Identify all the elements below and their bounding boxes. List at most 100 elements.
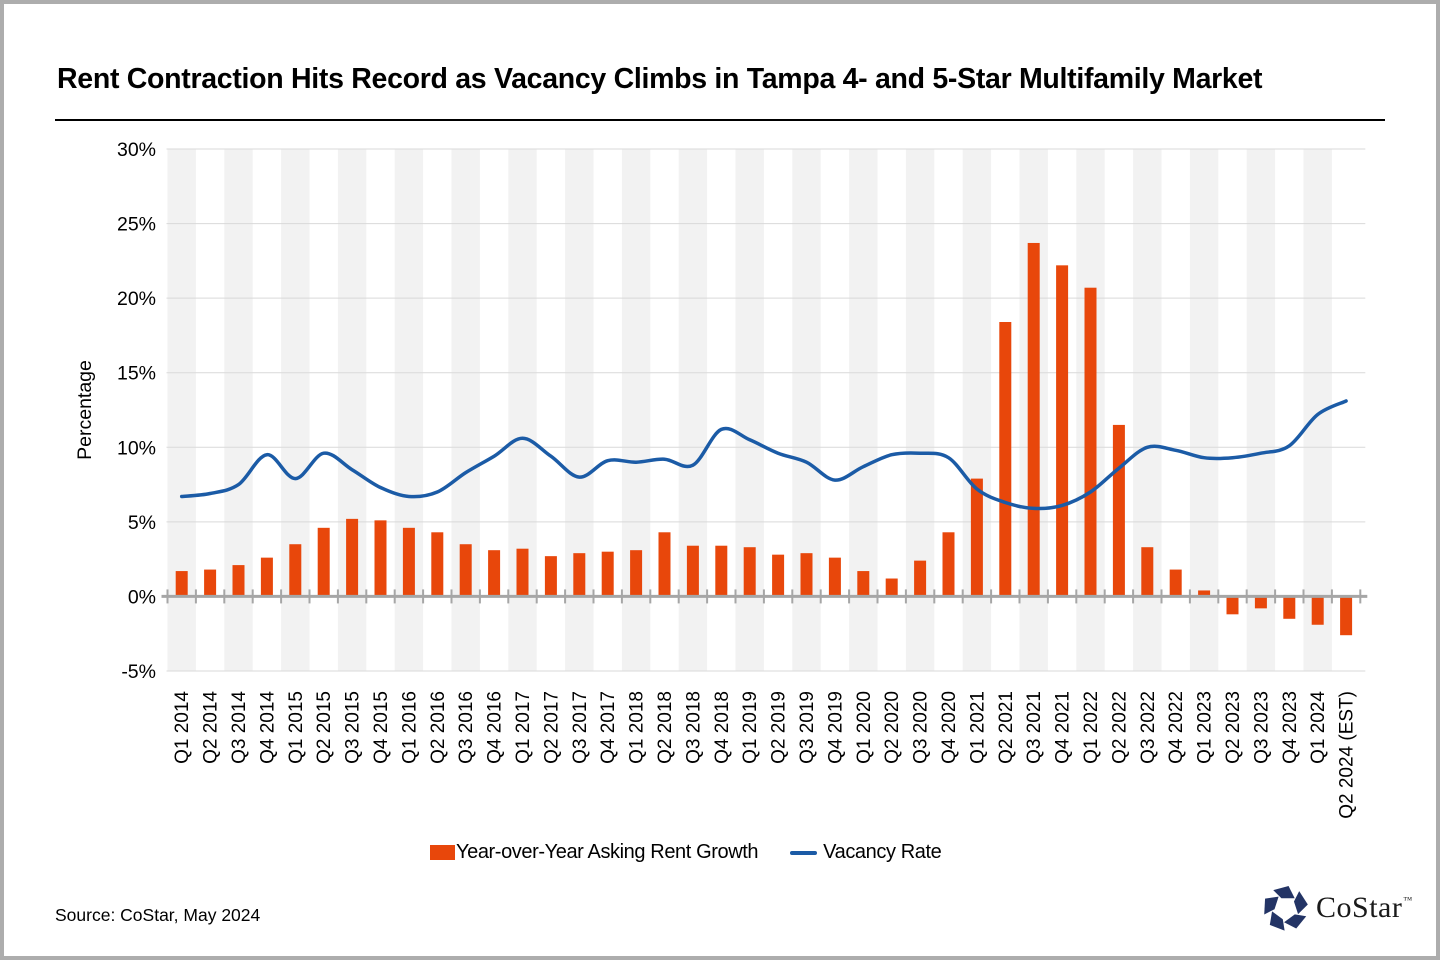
x-tick-label: Q4 2018 bbox=[712, 691, 733, 764]
legend-bar-swatch bbox=[430, 845, 455, 860]
bar-Q2 2015 bbox=[317, 527, 330, 597]
bar-Q1 2016 bbox=[402, 527, 415, 597]
x-tick-label: Q1 2017 bbox=[513, 691, 534, 764]
bar-Q1 2017 bbox=[516, 548, 529, 597]
x-tick-label: Q3 2016 bbox=[456, 691, 477, 764]
x-tick-label: Q3 2014 bbox=[229, 691, 250, 764]
source-note: Source: CoStar, May 2024 bbox=[55, 905, 261, 925]
x-tick-label: Q1 2021 bbox=[967, 691, 988, 764]
bar-Q4 2018 bbox=[715, 545, 728, 597]
costar-logo-text: CoStar™ bbox=[1316, 890, 1413, 924]
bar-Q3 2021 bbox=[1027, 242, 1040, 597]
bar-Q4 2019 bbox=[828, 557, 841, 597]
bar-Q1 2024 bbox=[1311, 596, 1324, 625]
x-tick-label: Q1 2023 bbox=[1195, 691, 1216, 764]
bar-Q4 2022 bbox=[1169, 569, 1182, 597]
y-tick-label: 10% bbox=[117, 437, 156, 459]
x-tick-label: Q3 2023 bbox=[1251, 691, 1272, 764]
bar-Q2 2014 bbox=[204, 569, 217, 597]
x-tick-label: Q2 2014 bbox=[201, 691, 222, 764]
bar-Q1 2015 bbox=[289, 544, 302, 597]
x-tick-label: Q4 2015 bbox=[371, 691, 392, 764]
bar-Q1 2023 bbox=[1198, 590, 1211, 597]
y-tick-label: 15% bbox=[117, 363, 156, 385]
costar-logo: CoStar™ bbox=[1262, 884, 1413, 931]
bar-Q2 2021 bbox=[999, 322, 1012, 597]
bar-Q3 2015 bbox=[346, 518, 359, 597]
legend-line-swatch bbox=[790, 850, 818, 855]
bar-Q4 2014 bbox=[260, 557, 273, 597]
x-tick-label: Q1 2015 bbox=[286, 691, 307, 764]
plot-stripe bbox=[1246, 149, 1276, 671]
x-tick-label: Q1 2022 bbox=[1081, 691, 1102, 764]
x-tick-label: Q1 2019 bbox=[740, 691, 761, 764]
bar-Q2 2018 bbox=[658, 532, 671, 597]
bar-Q3 2016 bbox=[459, 544, 472, 597]
x-tick-label: Q2 2018 bbox=[655, 691, 676, 764]
x-tick-label: Q4 2021 bbox=[1053, 691, 1074, 764]
x-tick-label: Q2 2015 bbox=[314, 691, 335, 764]
bar-Q1 2018 bbox=[630, 550, 643, 597]
x-tick-label: Q2 2021 bbox=[996, 691, 1017, 764]
vacancy-line bbox=[179, 399, 1348, 511]
bar-Q3 2020 bbox=[914, 560, 927, 597]
bar-Q2 2016 bbox=[431, 532, 444, 597]
y-tick-label: 0% bbox=[128, 586, 156, 608]
bar-Q3 2023 bbox=[1254, 596, 1267, 609]
x-tick-label: Q4 2019 bbox=[825, 691, 846, 764]
title-divider bbox=[55, 119, 1385, 121]
y-tick-label: -5% bbox=[121, 661, 156, 683]
bar-Q2 2022 bbox=[1112, 424, 1125, 597]
x-tick-label: Q3 2021 bbox=[1024, 691, 1045, 764]
bar-Q4 2023 bbox=[1283, 596, 1296, 619]
x-tick-label: Q4 2022 bbox=[1166, 691, 1187, 764]
x-tick-label: Q3 2015 bbox=[343, 691, 364, 764]
costar-trademark: ™ bbox=[1403, 894, 1413, 905]
x-tick-label: Q2 2023 bbox=[1223, 691, 1244, 764]
bar-Q4 2017 bbox=[601, 551, 614, 597]
costar-pinwheel-icon bbox=[1262, 886, 1309, 931]
bar-Q2 2019 bbox=[772, 554, 785, 597]
x-tick-label: Q4 2017 bbox=[598, 691, 619, 764]
chart-title: Rent Contraction Hits Record as Vacancy … bbox=[57, 63, 1263, 95]
x-tick-label: Q3 2018 bbox=[683, 691, 704, 764]
y-tick-label: 20% bbox=[117, 288, 156, 310]
x-tick-label: Q4 2020 bbox=[939, 691, 960, 764]
x-tick-label: Q3 2020 bbox=[911, 691, 932, 764]
bar-Q1 2014 bbox=[175, 571, 188, 597]
x-tick-label: Q1 2016 bbox=[399, 691, 420, 764]
x-tick-label: Q2 2016 bbox=[428, 691, 449, 764]
bar-Q2 2020 bbox=[885, 578, 898, 597]
y-axis-title: Percentage bbox=[74, 360, 96, 460]
bar-Q1 2021 bbox=[970, 478, 983, 597]
bar-Q4 2020 bbox=[942, 532, 955, 597]
x-tick-label: Q2 2017 bbox=[541, 691, 562, 764]
bar-Q1 2022 bbox=[1084, 287, 1097, 597]
x-tick-label: Q4 2016 bbox=[485, 691, 506, 764]
bar-Q1 2020 bbox=[857, 571, 870, 597]
bar-Q3 2017 bbox=[573, 553, 586, 597]
x-tick-label: Q2 2019 bbox=[769, 691, 790, 764]
legend-line-label: Vacancy Rate bbox=[823, 841, 942, 863]
bar-Q3 2022 bbox=[1141, 547, 1154, 597]
x-tick-label: Q1 2018 bbox=[627, 691, 648, 764]
x-tick-label: Q3 2019 bbox=[797, 691, 818, 764]
x-tick-label: Q4 2014 bbox=[257, 691, 278, 764]
y-tick-label: 25% bbox=[117, 214, 156, 236]
x-tick-label: Q2 2020 bbox=[882, 691, 903, 764]
bar-Q4 2021 bbox=[1056, 265, 1069, 597]
plot-stripe bbox=[1189, 149, 1219, 671]
x-tick-label: Q1 2020 bbox=[854, 691, 875, 764]
x-tick-label: Q4 2023 bbox=[1280, 691, 1301, 764]
bar-Q3 2014 bbox=[232, 565, 245, 597]
bar-Q2 2017 bbox=[544, 556, 557, 597]
bar-Q2 2023 bbox=[1226, 596, 1239, 615]
x-tick-label: Q2 2024 (EST) bbox=[1337, 691, 1358, 819]
x-tick-label: Q3 2022 bbox=[1138, 691, 1159, 764]
x-tick-label: Q1 2014 bbox=[172, 691, 193, 764]
legend-bar-label: Year-over-Year Asking Rent Growth bbox=[456, 841, 759, 863]
x-tick-label: Q1 2024 bbox=[1308, 691, 1329, 764]
bar-Q2 2024 (EST) bbox=[1340, 596, 1353, 636]
